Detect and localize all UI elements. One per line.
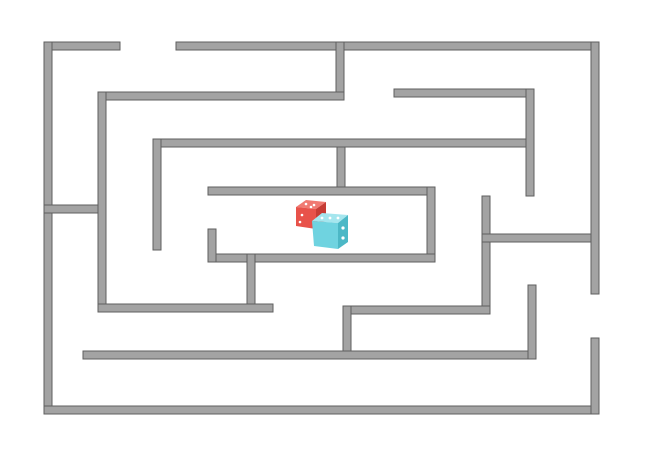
- maze-wall: [152, 138, 527, 148]
- maze-wall: [207, 186, 436, 196]
- cyan-die-front: [312, 221, 338, 249]
- red-die-pip: [300, 213, 304, 217]
- maze-wall: [175, 41, 600, 51]
- maze-wall: [481, 195, 491, 315]
- maze-wall: [335, 41, 345, 100]
- maze-wall: [207, 228, 217, 263]
- maze-wall: [97, 91, 345, 101]
- maze-wall: [336, 146, 346, 190]
- cyan-die-pip: [328, 216, 332, 220]
- red-die-front: [296, 207, 316, 229]
- maze-wall: [97, 91, 107, 313]
- red-die-pip: [298, 220, 302, 224]
- red-die-pip: [304, 202, 308, 206]
- red-die-pip: [309, 205, 313, 209]
- red-die-top: [296, 200, 326, 209]
- maze-wall: [43, 41, 53, 415]
- maze-wall: [97, 303, 274, 313]
- cyan-die-pip: [341, 236, 345, 240]
- maze-wall: [590, 337, 600, 415]
- maze-wall: [43, 405, 600, 415]
- cyan-die-side: [338, 215, 348, 249]
- maze-wall: [426, 186, 436, 263]
- maze-wall: [393, 88, 535, 98]
- maze-wall: [590, 41, 600, 295]
- cyan-die-pip: [336, 216, 340, 220]
- cyan-die-pip: [320, 216, 324, 220]
- maze-wall: [152, 138, 162, 251]
- dice-icon: [296, 200, 348, 249]
- maze-walls: [43, 41, 600, 415]
- maze-wall: [342, 305, 491, 315]
- maze-wall: [525, 88, 535, 197]
- cyan-die: [312, 213, 348, 249]
- maze-wall: [527, 284, 537, 360]
- maze-wall: [342, 305, 352, 359]
- red-die-pip: [312, 203, 316, 207]
- maze-wall: [43, 204, 107, 214]
- maze-wall: [481, 233, 592, 243]
- maze-wall: [43, 41, 121, 51]
- maze-wall: [207, 253, 436, 263]
- cyan-die-pip: [341, 226, 345, 230]
- maze-wall: [82, 350, 537, 360]
- maze-wall: [246, 253, 256, 305]
